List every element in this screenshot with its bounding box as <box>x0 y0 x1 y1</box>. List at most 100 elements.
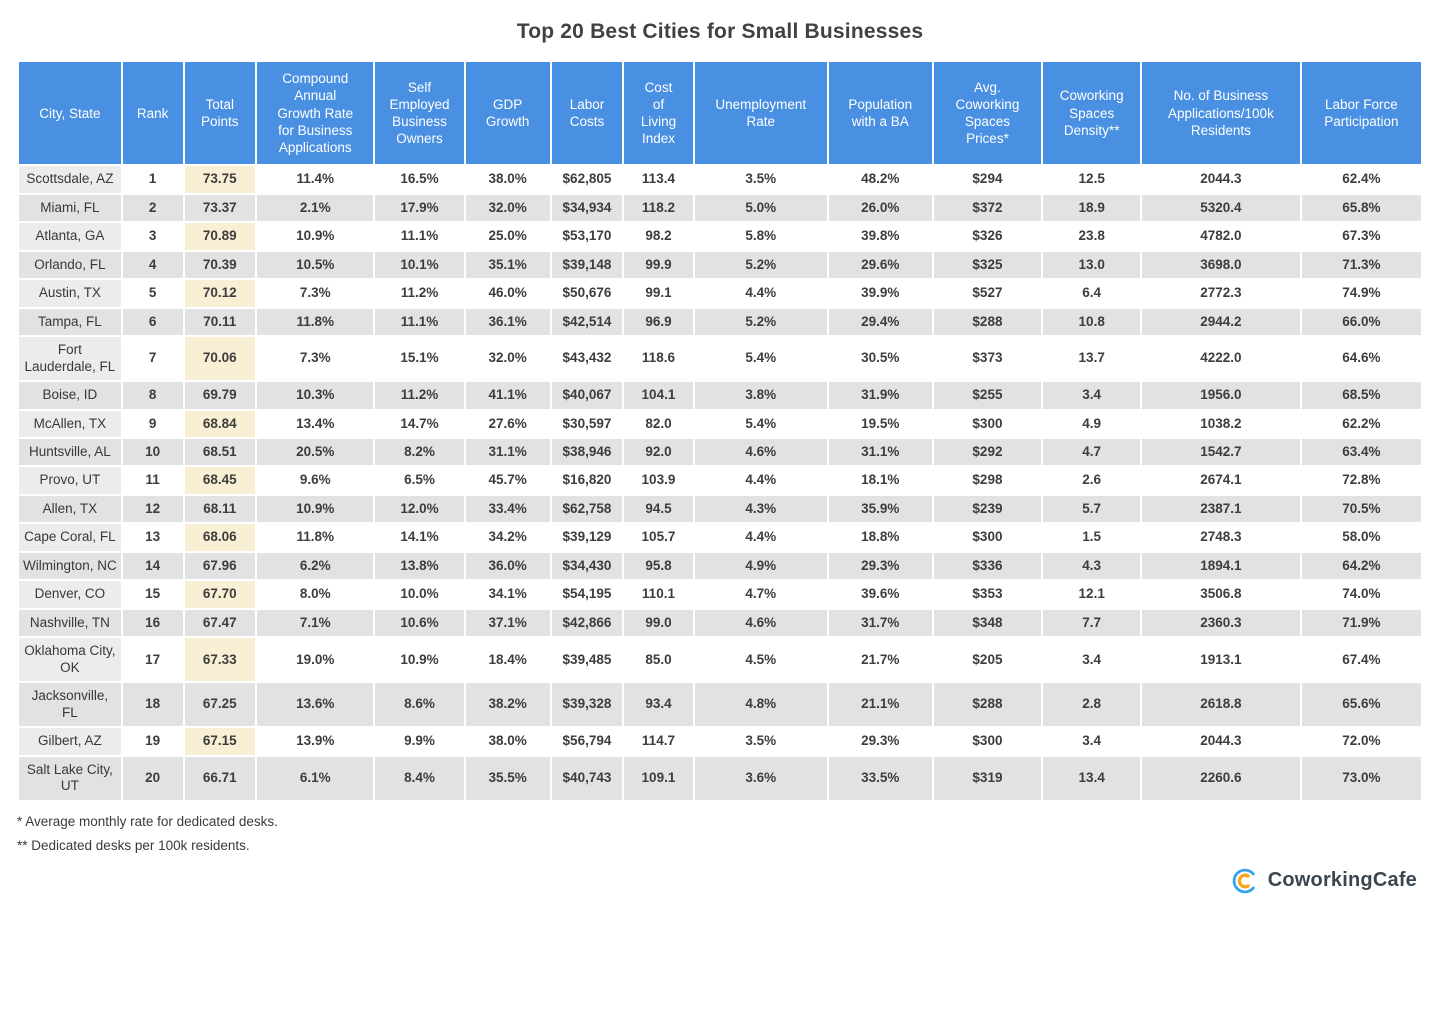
cell-cagr-business-applications: 7.3% <box>257 337 374 381</box>
city-cell: Oklahoma City, OK <box>19 638 121 682</box>
city-cell: Orlando, FL <box>19 251 121 279</box>
cell-labor-force-participation: 72.0% <box>1301 728 1421 755</box>
cell-cagr-business-applications: 10.9% <box>257 495 374 523</box>
cell-self-employed-business-owners: 8.6% <box>375 683 464 727</box>
cell-rank: 13 <box>122 524 183 551</box>
cell-cagr-business-applications: 11.4% <box>257 166 374 193</box>
cell-total-points: 68.06 <box>184 524 255 551</box>
cell-rank: 12 <box>122 495 183 523</box>
cell-rank: 4 <box>122 251 183 279</box>
cell-total-points: 67.47 <box>184 609 255 637</box>
cell-avg-coworking-space-prices: $292 <box>933 439 1042 466</box>
cell-avg-coworking-space-prices: $319 <box>933 756 1042 800</box>
cell-total-points: 70.39 <box>184 251 255 279</box>
cell-self-employed-business-owners: 13.8% <box>375 552 464 580</box>
city-cell: Boise, ID <box>19 382 121 409</box>
cell-avg-coworking-space-prices: $348 <box>933 609 1042 637</box>
col-header-cost-of-living-index: Cost of Living Index <box>624 62 693 165</box>
cell-cost-of-living-index: 118.6 <box>624 337 693 381</box>
cell-population-with-ba: 30.5% <box>828 337 932 381</box>
footnotes: * Average monthly rate for dedicated des… <box>17 814 1423 853</box>
cell-labor-costs: $40,067 <box>551 382 623 409</box>
cell-gdp-growth: 25.0% <box>465 223 550 250</box>
cell-labor-costs: $34,934 <box>551 194 623 222</box>
cell-unemployment-rate: 4.3% <box>694 495 827 523</box>
brand-logo: CoworkingCafe <box>17 867 1423 895</box>
cell-total-points: 70.89 <box>184 223 255 250</box>
cell-coworking-spaces-density: 3.4 <box>1043 728 1141 755</box>
cell-labor-force-participation: 71.9% <box>1301 609 1421 637</box>
cell-labor-costs: $62,758 <box>551 495 623 523</box>
cell-cagr-business-applications: 9.6% <box>257 467 374 494</box>
cell-avg-coworking-space-prices: $325 <box>933 251 1042 279</box>
cell-labor-costs: $56,794 <box>551 728 623 755</box>
cell-total-points: 67.15 <box>184 728 255 755</box>
cell-labor-force-participation: 72.8% <box>1301 467 1421 494</box>
cell-total-points: 70.11 <box>184 308 255 336</box>
cell-cost-of-living-index: 105.7 <box>624 524 693 551</box>
cell-cagr-business-applications: 19.0% <box>257 638 374 682</box>
cell-population-with-ba: 18.8% <box>828 524 932 551</box>
cell-cost-of-living-index: 110.1 <box>624 581 693 608</box>
cell-rank: 7 <box>122 337 183 381</box>
cell-labor-costs: $53,170 <box>551 223 623 250</box>
cell-coworking-spaces-density: 4.9 <box>1043 410 1141 438</box>
cell-avg-coworking-space-prices: $288 <box>933 308 1042 336</box>
cell-avg-coworking-space-prices: $294 <box>933 166 1042 193</box>
cell-cagr-business-applications: 13.9% <box>257 728 374 755</box>
cell-unemployment-rate: 3.6% <box>694 756 827 800</box>
cell-self-employed-business-owners: 14.7% <box>375 410 464 438</box>
cell-population-with-ba: 26.0% <box>828 194 932 222</box>
cell-labor-costs: $43,432 <box>551 337 623 381</box>
cell-self-employed-business-owners: 15.1% <box>375 337 464 381</box>
cell-labor-costs: $38,946 <box>551 439 623 466</box>
cell-rank: 1 <box>122 166 183 193</box>
cell-gdp-growth: 38.0% <box>465 166 550 193</box>
cell-avg-coworking-space-prices: $300 <box>933 728 1042 755</box>
table-header: City, State Rank Total Points Compound Annu… <box>19 62 1421 165</box>
cell-cagr-business-applications: 13.4% <box>257 410 374 438</box>
col-header-rank: Rank <box>122 62 183 165</box>
cell-unemployment-rate: 3.8% <box>694 382 827 409</box>
city-cell: Miami, FL <box>19 194 121 222</box>
city-cell: Jacksonville, FL <box>19 683 121 727</box>
cell-total-points: 68.84 <box>184 410 255 438</box>
cell-gdp-growth: 35.5% <box>465 756 550 800</box>
table-row: Wilmington, NC 14 67.96 6.2% 13.8% 36.0% $34,4… <box>19 552 1421 580</box>
cell-unemployment-rate: 5.4% <box>694 410 827 438</box>
cell-gdp-growth: 32.0% <box>465 194 550 222</box>
cell-cagr-business-applications: 8.0% <box>257 581 374 608</box>
cell-avg-coworking-space-prices: $239 <box>933 495 1042 523</box>
cell-cagr-business-applications: 6.2% <box>257 552 374 580</box>
col-header-cagr-business-applications: Compound Annual Growth Rate for Business… <box>257 62 374 165</box>
cell-labor-costs: $40,743 <box>551 756 623 800</box>
cell-population-with-ba: 48.2% <box>828 166 932 193</box>
cell-rank: 17 <box>122 638 183 682</box>
cell-population-with-ba: 29.3% <box>828 728 932 755</box>
cell-labor-costs: $54,195 <box>551 581 623 608</box>
cell-cost-of-living-index: 104.1 <box>624 382 693 409</box>
table-row: Atlanta, GA 3 70.89 10.9% 11.1% 25.0% $53,170 9… <box>19 223 1421 250</box>
cell-rank: 11 <box>122 467 183 494</box>
rankings-table: City, State Rank Total Points Compound Annu… <box>17 60 1423 802</box>
cell-labor-force-participation: 65.8% <box>1301 194 1421 222</box>
table-row: Miami, FL 2 73.37 2.1% 17.9% 32.0% $34,934 118.… <box>19 194 1421 222</box>
cell-labor-force-participation: 74.9% <box>1301 280 1421 307</box>
cell-self-employed-business-owners: 6.5% <box>375 467 464 494</box>
cell-cost-of-living-index: 98.2 <box>624 223 693 250</box>
cell-avg-coworking-space-prices: $326 <box>933 223 1042 250</box>
city-cell: Cape Coral, FL <box>19 524 121 551</box>
cell-cagr-business-applications: 20.5% <box>257 439 374 466</box>
cell-business-applications-per-100k: 1913.1 <box>1142 638 1300 682</box>
cell-labor-costs: $30,597 <box>551 410 623 438</box>
cell-coworking-spaces-density: 4.3 <box>1043 552 1141 580</box>
table-row: Nashville, TN 16 67.47 7.1% 10.6% 37.1% $42,86… <box>19 609 1421 637</box>
cell-cost-of-living-index: 103.9 <box>624 467 693 494</box>
cell-business-applications-per-100k: 2772.3 <box>1142 280 1300 307</box>
cell-avg-coworking-space-prices: $372 <box>933 194 1042 222</box>
cell-gdp-growth: 36.0% <box>465 552 550 580</box>
col-header-labor-force-participation: Labor Force Participation <box>1301 62 1421 165</box>
city-cell: Tampa, FL <box>19 308 121 336</box>
cell-rank: 15 <box>122 581 183 608</box>
cell-total-points: 69.79 <box>184 382 255 409</box>
